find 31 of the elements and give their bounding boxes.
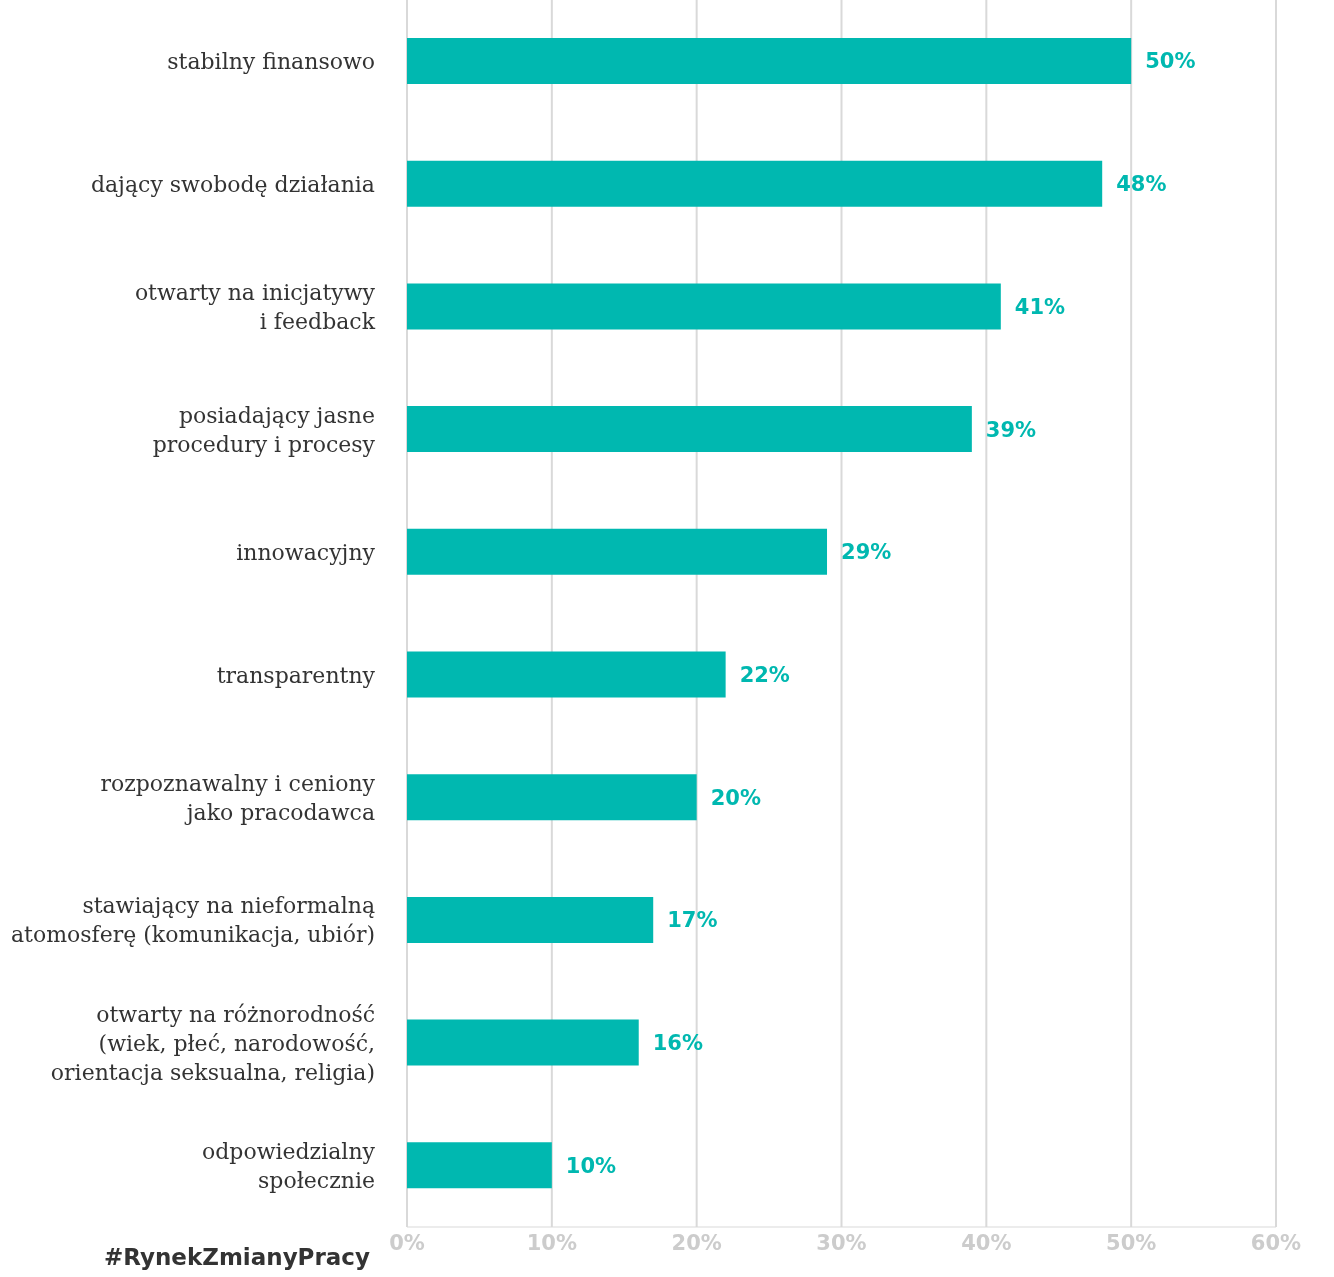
data-label: 41% xyxy=(1014,294,1066,319)
bar xyxy=(407,406,972,453)
y-tick-label: posiadający jasne procedury i procesy xyxy=(152,402,376,457)
data-label: 22% xyxy=(739,662,790,687)
bar xyxy=(407,283,1001,330)
y-tick-label: stawiający na nieformalną atomosferę (komunikacja, ubiór) xyxy=(10,893,375,948)
bar xyxy=(407,1142,552,1189)
data-label: 50% xyxy=(1145,49,1196,74)
data-label: 10% xyxy=(565,1153,617,1178)
bar xyxy=(407,1019,639,1066)
y-tick-label: dający swobodę działania xyxy=(90,171,375,197)
y-tick-label: otwarty na inicjatywy i feedback xyxy=(134,279,376,334)
data-label: 29% xyxy=(841,540,892,565)
y-tick-label: innowacyjny xyxy=(236,539,376,565)
bar xyxy=(407,651,726,698)
data-label: 48% xyxy=(1116,172,1167,197)
data-label: 17% xyxy=(667,908,718,933)
bar xyxy=(407,896,654,943)
y-tick-label: rozpoznawalny i ceniony jako pracodawca xyxy=(100,770,376,825)
data-label: 20% xyxy=(710,785,761,810)
y-tick-label: odpowiedzialny społecznie xyxy=(201,1138,376,1193)
text: #RynekZmianyPracy xyxy=(104,1244,370,1270)
y-tick-label: transparentny xyxy=(216,662,376,688)
data-label: 39% xyxy=(985,417,1037,442)
bar xyxy=(407,774,697,821)
bar xyxy=(407,160,1103,207)
bar xyxy=(407,528,828,575)
y-tick-label: otwarty na różnorodność (wiek, płeć, narodowość, orientacja seksualna, religia) xyxy=(50,1001,375,1085)
bar xyxy=(407,38,1132,84)
data-label: 16% xyxy=(652,1031,703,1056)
y-tick-label: stabilny finansowo xyxy=(167,49,375,75)
